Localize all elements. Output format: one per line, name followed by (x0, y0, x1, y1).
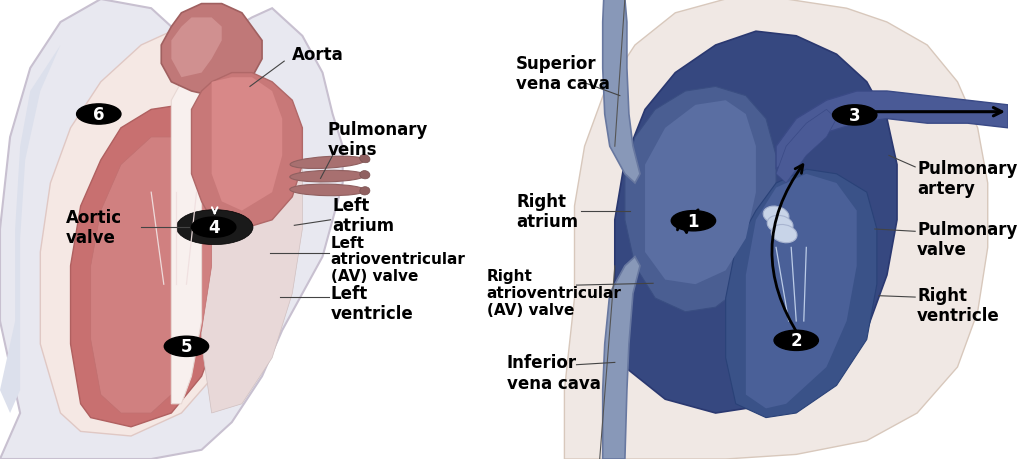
Polygon shape (625, 87, 776, 312)
Text: Superior
vena cava: Superior vena cava (516, 55, 610, 92)
Text: Pulmonary
veins: Pulmonary veins (327, 121, 428, 159)
Text: Left
atrium: Left atrium (333, 197, 395, 235)
Ellipse shape (359, 155, 370, 163)
Text: 2: 2 (790, 331, 802, 350)
Polygon shape (192, 73, 303, 229)
Ellipse shape (359, 187, 370, 196)
Polygon shape (725, 170, 876, 418)
Ellipse shape (764, 207, 789, 225)
Polygon shape (40, 28, 282, 436)
Ellipse shape (771, 225, 797, 243)
Text: 3: 3 (848, 106, 861, 125)
Ellipse shape (290, 185, 366, 196)
Circle shape (833, 106, 876, 126)
Polygon shape (171, 18, 222, 78)
Text: Right
ventricle: Right ventricle (917, 286, 1000, 324)
Polygon shape (162, 5, 262, 96)
Text: 6: 6 (93, 106, 105, 124)
Ellipse shape (768, 216, 793, 234)
Polygon shape (645, 101, 756, 285)
Text: Left
atrioventricular
(AV) valve: Left atrioventricular (AV) valve (330, 235, 465, 284)
Polygon shape (91, 138, 211, 413)
Text: 1: 1 (688, 212, 699, 230)
Polygon shape (614, 32, 897, 413)
Polygon shape (0, 0, 343, 459)
Polygon shape (776, 92, 1008, 170)
Ellipse shape (359, 171, 370, 179)
Ellipse shape (290, 157, 365, 169)
Text: Right
atrium: Right atrium (516, 192, 578, 230)
Text: 5: 5 (180, 337, 193, 356)
Polygon shape (211, 78, 282, 211)
Polygon shape (603, 0, 640, 184)
Text: Pulmonary
valve: Pulmonary valve (917, 221, 1017, 258)
Polygon shape (603, 257, 640, 459)
Ellipse shape (290, 171, 366, 183)
Circle shape (671, 211, 716, 231)
Polygon shape (70, 106, 232, 427)
Text: Pulmonary
artery: Pulmonary artery (917, 160, 1017, 198)
Circle shape (176, 210, 253, 245)
Text: Aortic
valve: Aortic valve (65, 208, 121, 246)
Text: Right
atrioventricular
(AV) valve: Right atrioventricular (AV) valve (487, 269, 622, 317)
Text: Aorta: Aorta (292, 46, 344, 64)
Polygon shape (171, 73, 202, 404)
Polygon shape (565, 0, 987, 459)
Circle shape (774, 330, 818, 351)
Circle shape (192, 218, 236, 238)
Text: Left
ventricle: Left ventricle (330, 284, 413, 322)
Text: Inferior
vena cava: Inferior vena cava (507, 354, 601, 392)
Text: 4: 4 (208, 218, 220, 237)
Circle shape (77, 105, 121, 125)
Polygon shape (0, 23, 81, 413)
Polygon shape (746, 174, 857, 409)
Polygon shape (202, 101, 303, 413)
Circle shape (165, 336, 208, 357)
Polygon shape (776, 110, 836, 184)
